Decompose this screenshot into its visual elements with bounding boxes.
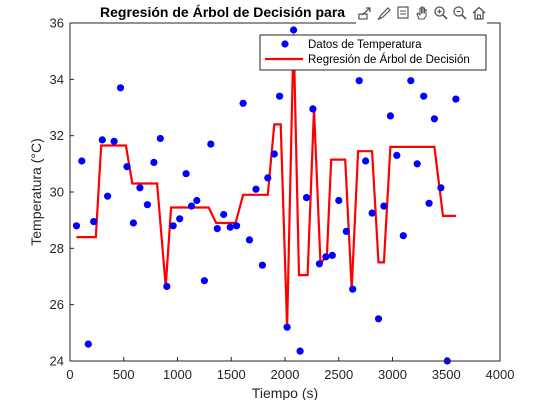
data-point bbox=[99, 136, 106, 143]
data-point bbox=[316, 260, 323, 267]
data-point bbox=[104, 193, 111, 200]
x-tick-label: 2500 bbox=[324, 367, 353, 382]
data-point bbox=[309, 105, 316, 112]
data-point bbox=[90, 218, 97, 225]
y-tick-label: 32 bbox=[50, 128, 64, 143]
data-point bbox=[407, 77, 414, 84]
data-point bbox=[78, 157, 85, 164]
axes-toolbar bbox=[356, 2, 487, 24]
data-point bbox=[207, 141, 214, 148]
data-point bbox=[271, 150, 278, 157]
y-tick-label: 28 bbox=[50, 241, 64, 256]
data-point bbox=[393, 152, 400, 159]
data-point bbox=[170, 222, 177, 229]
x-axis-label: Tiempo (s) bbox=[252, 385, 318, 400]
data-point bbox=[123, 163, 130, 170]
data-point bbox=[240, 100, 247, 107]
data-point bbox=[183, 170, 190, 177]
data-point bbox=[369, 210, 376, 217]
x-tick-label: 3000 bbox=[378, 367, 407, 382]
x-tick-label: 2000 bbox=[271, 367, 300, 382]
data-point bbox=[375, 315, 382, 322]
data-point bbox=[437, 184, 444, 191]
legend-label-regresion: Regresión de Árbol de Decisión bbox=[308, 53, 470, 66]
data-point bbox=[220, 211, 227, 218]
data-point bbox=[214, 225, 221, 232]
data-point bbox=[414, 160, 421, 167]
data-point bbox=[420, 93, 427, 100]
data-point bbox=[163, 283, 170, 290]
data-point bbox=[276, 93, 283, 100]
data-point bbox=[157, 135, 164, 142]
data-point bbox=[117, 84, 124, 91]
data-tips-icon[interactable] bbox=[394, 3, 411, 23]
data-point bbox=[356, 77, 363, 84]
y-tick-label: 26 bbox=[50, 297, 64, 312]
data-point bbox=[387, 112, 394, 119]
legend[interactable]: Datos de Temperatura Regresión de Árbol … bbox=[260, 35, 486, 70]
data-point bbox=[329, 252, 336, 259]
pan-hand-icon[interactable] bbox=[413, 3, 430, 23]
data-point bbox=[252, 186, 259, 193]
data-point bbox=[176, 215, 183, 222]
y-tick-label: 30 bbox=[50, 185, 64, 200]
x-tick-label: 3500 bbox=[432, 367, 461, 382]
brush-icon[interactable] bbox=[375, 3, 392, 23]
plot-area[interactable] bbox=[70, 23, 500, 361]
data-point bbox=[144, 201, 151, 208]
data-point bbox=[426, 200, 433, 207]
data-point bbox=[188, 203, 195, 210]
data-point bbox=[362, 157, 369, 164]
data-point bbox=[111, 138, 118, 145]
data-point bbox=[322, 253, 329, 260]
data-point bbox=[335, 197, 342, 204]
zoom-in-icon[interactable] bbox=[432, 3, 449, 23]
data-point bbox=[297, 348, 304, 355]
data-point bbox=[290, 26, 297, 33]
x-tick-label: 1000 bbox=[163, 367, 192, 382]
data-point bbox=[303, 194, 310, 201]
data-point bbox=[233, 222, 240, 229]
legend-label-datos: Datos de Temperatura bbox=[308, 39, 422, 51]
zoom-out-icon[interactable] bbox=[451, 3, 468, 23]
data-point bbox=[246, 236, 253, 243]
data-point bbox=[150, 159, 157, 166]
data-point bbox=[349, 286, 356, 293]
x-tick-label: 1500 bbox=[217, 367, 246, 382]
data-point bbox=[400, 232, 407, 239]
data-point bbox=[452, 96, 459, 103]
export-icon[interactable] bbox=[356, 3, 373, 23]
x-tick-label: 500 bbox=[113, 367, 135, 382]
data-point bbox=[380, 203, 387, 210]
data-point bbox=[85, 341, 92, 348]
data-point bbox=[431, 115, 438, 122]
data-point bbox=[264, 174, 271, 181]
data-point bbox=[201, 277, 208, 284]
x-tick-label: 0 bbox=[66, 367, 73, 382]
y-tick-label: 34 bbox=[50, 72, 64, 87]
home-icon[interactable] bbox=[470, 3, 487, 23]
data-point bbox=[136, 184, 143, 191]
data-point bbox=[259, 262, 266, 269]
data-point bbox=[284, 324, 291, 331]
data-point bbox=[343, 228, 350, 235]
y-tick-label: 24 bbox=[50, 354, 64, 369]
y-tick-label: 36 bbox=[50, 16, 64, 31]
data-point bbox=[73, 222, 80, 229]
y-axis-label: Temperatura (°C) bbox=[28, 138, 44, 246]
data-point bbox=[193, 197, 200, 204]
data-point bbox=[227, 224, 234, 231]
legend-marker-datos bbox=[281, 40, 288, 47]
chart-title: Regresión de Árbol de Decisión para bbox=[100, 4, 345, 20]
x-tick-label: 4000 bbox=[486, 367, 515, 382]
data-point bbox=[130, 219, 137, 226]
